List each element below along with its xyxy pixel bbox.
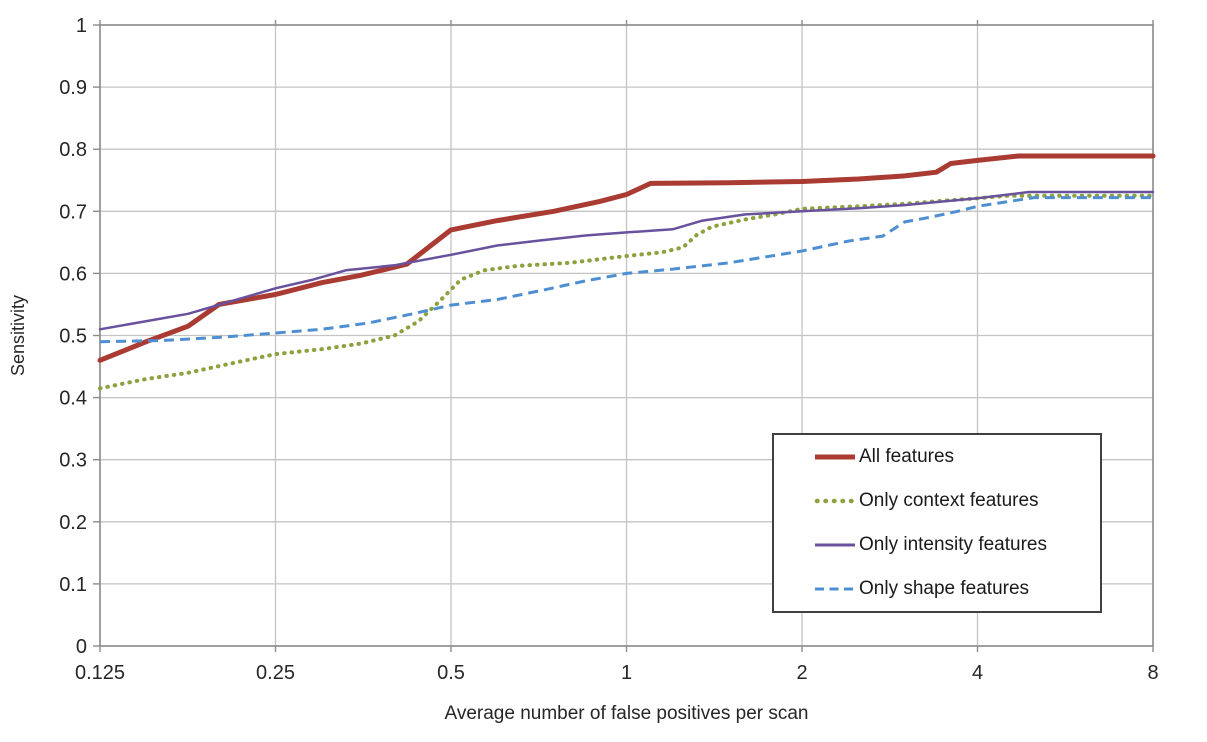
- intensity-features-line-sample-icon: [815, 543, 855, 547]
- svg-text:0.25: 0.25: [256, 662, 295, 684]
- svg-text:4: 4: [972, 662, 983, 684]
- svg-text:0.5: 0.5: [59, 326, 87, 348]
- tick-marks: [93, 20, 1154, 652]
- svg-text:8: 8: [1147, 662, 1158, 684]
- svg-text:0.7: 0.7: [59, 201, 87, 223]
- x-tick-labels: 0.125 0.25 0.5 1 2 4 8: [75, 662, 1159, 684]
- x-axis-title: Average number of false positives per sc…: [444, 703, 808, 724]
- series-line-all-features: [97, 153, 1156, 363]
- svg-text:0.8: 0.8: [59, 139, 87, 161]
- shape-features-line-sample-icon: [815, 587, 855, 591]
- series-line-only-shape-features: [99, 196, 1153, 344]
- svg-text:1: 1: [621, 662, 632, 684]
- legend: All features Only context features Only …: [772, 433, 1102, 613]
- y-axis-title: Sensitivity: [8, 295, 28, 376]
- svg-text:0.5: 0.5: [437, 662, 465, 684]
- series-line-only-intensity-features: [98, 190, 1155, 331]
- context-features-line-sample-icon: [814, 498, 856, 504]
- y-tick-labels: 0 0.1 0.2 0.3 0.4 0.5 0.6 0.7 0.8 0.9 1: [59, 15, 87, 658]
- svg-text:0.9: 0.9: [59, 77, 87, 99]
- legend-item-all-features: All features: [774, 435, 1100, 479]
- legend-item-intensity-features: Only intensity features: [774, 523, 1100, 567]
- svg-text:0.125: 0.125: [75, 662, 125, 684]
- svg-text:0: 0: [76, 636, 87, 658]
- legend-label-context-features: Only context features: [859, 490, 1039, 511]
- legend-item-shape-features: Only shape features: [774, 567, 1100, 611]
- svg-text:0.6: 0.6: [59, 263, 87, 285]
- svg-text:0.3: 0.3: [59, 450, 87, 472]
- legend-label-intensity-features: Only intensity features: [859, 534, 1047, 555]
- series-line-only-context-features: [98, 193, 1155, 391]
- all-features-line-sample-icon: [815, 454, 855, 460]
- svg-text:1: 1: [76, 15, 87, 37]
- svg-text:0.4: 0.4: [59, 388, 87, 410]
- svg-text:0.1: 0.1: [59, 574, 87, 596]
- legend-label-shape-features: Only shape features: [859, 578, 1030, 599]
- svg-text:2: 2: [796, 662, 807, 684]
- legend-item-context-features: Only context features: [774, 479, 1100, 523]
- legend-label-all-features: All features: [859, 446, 955, 467]
- svg-text:0.2: 0.2: [59, 512, 87, 534]
